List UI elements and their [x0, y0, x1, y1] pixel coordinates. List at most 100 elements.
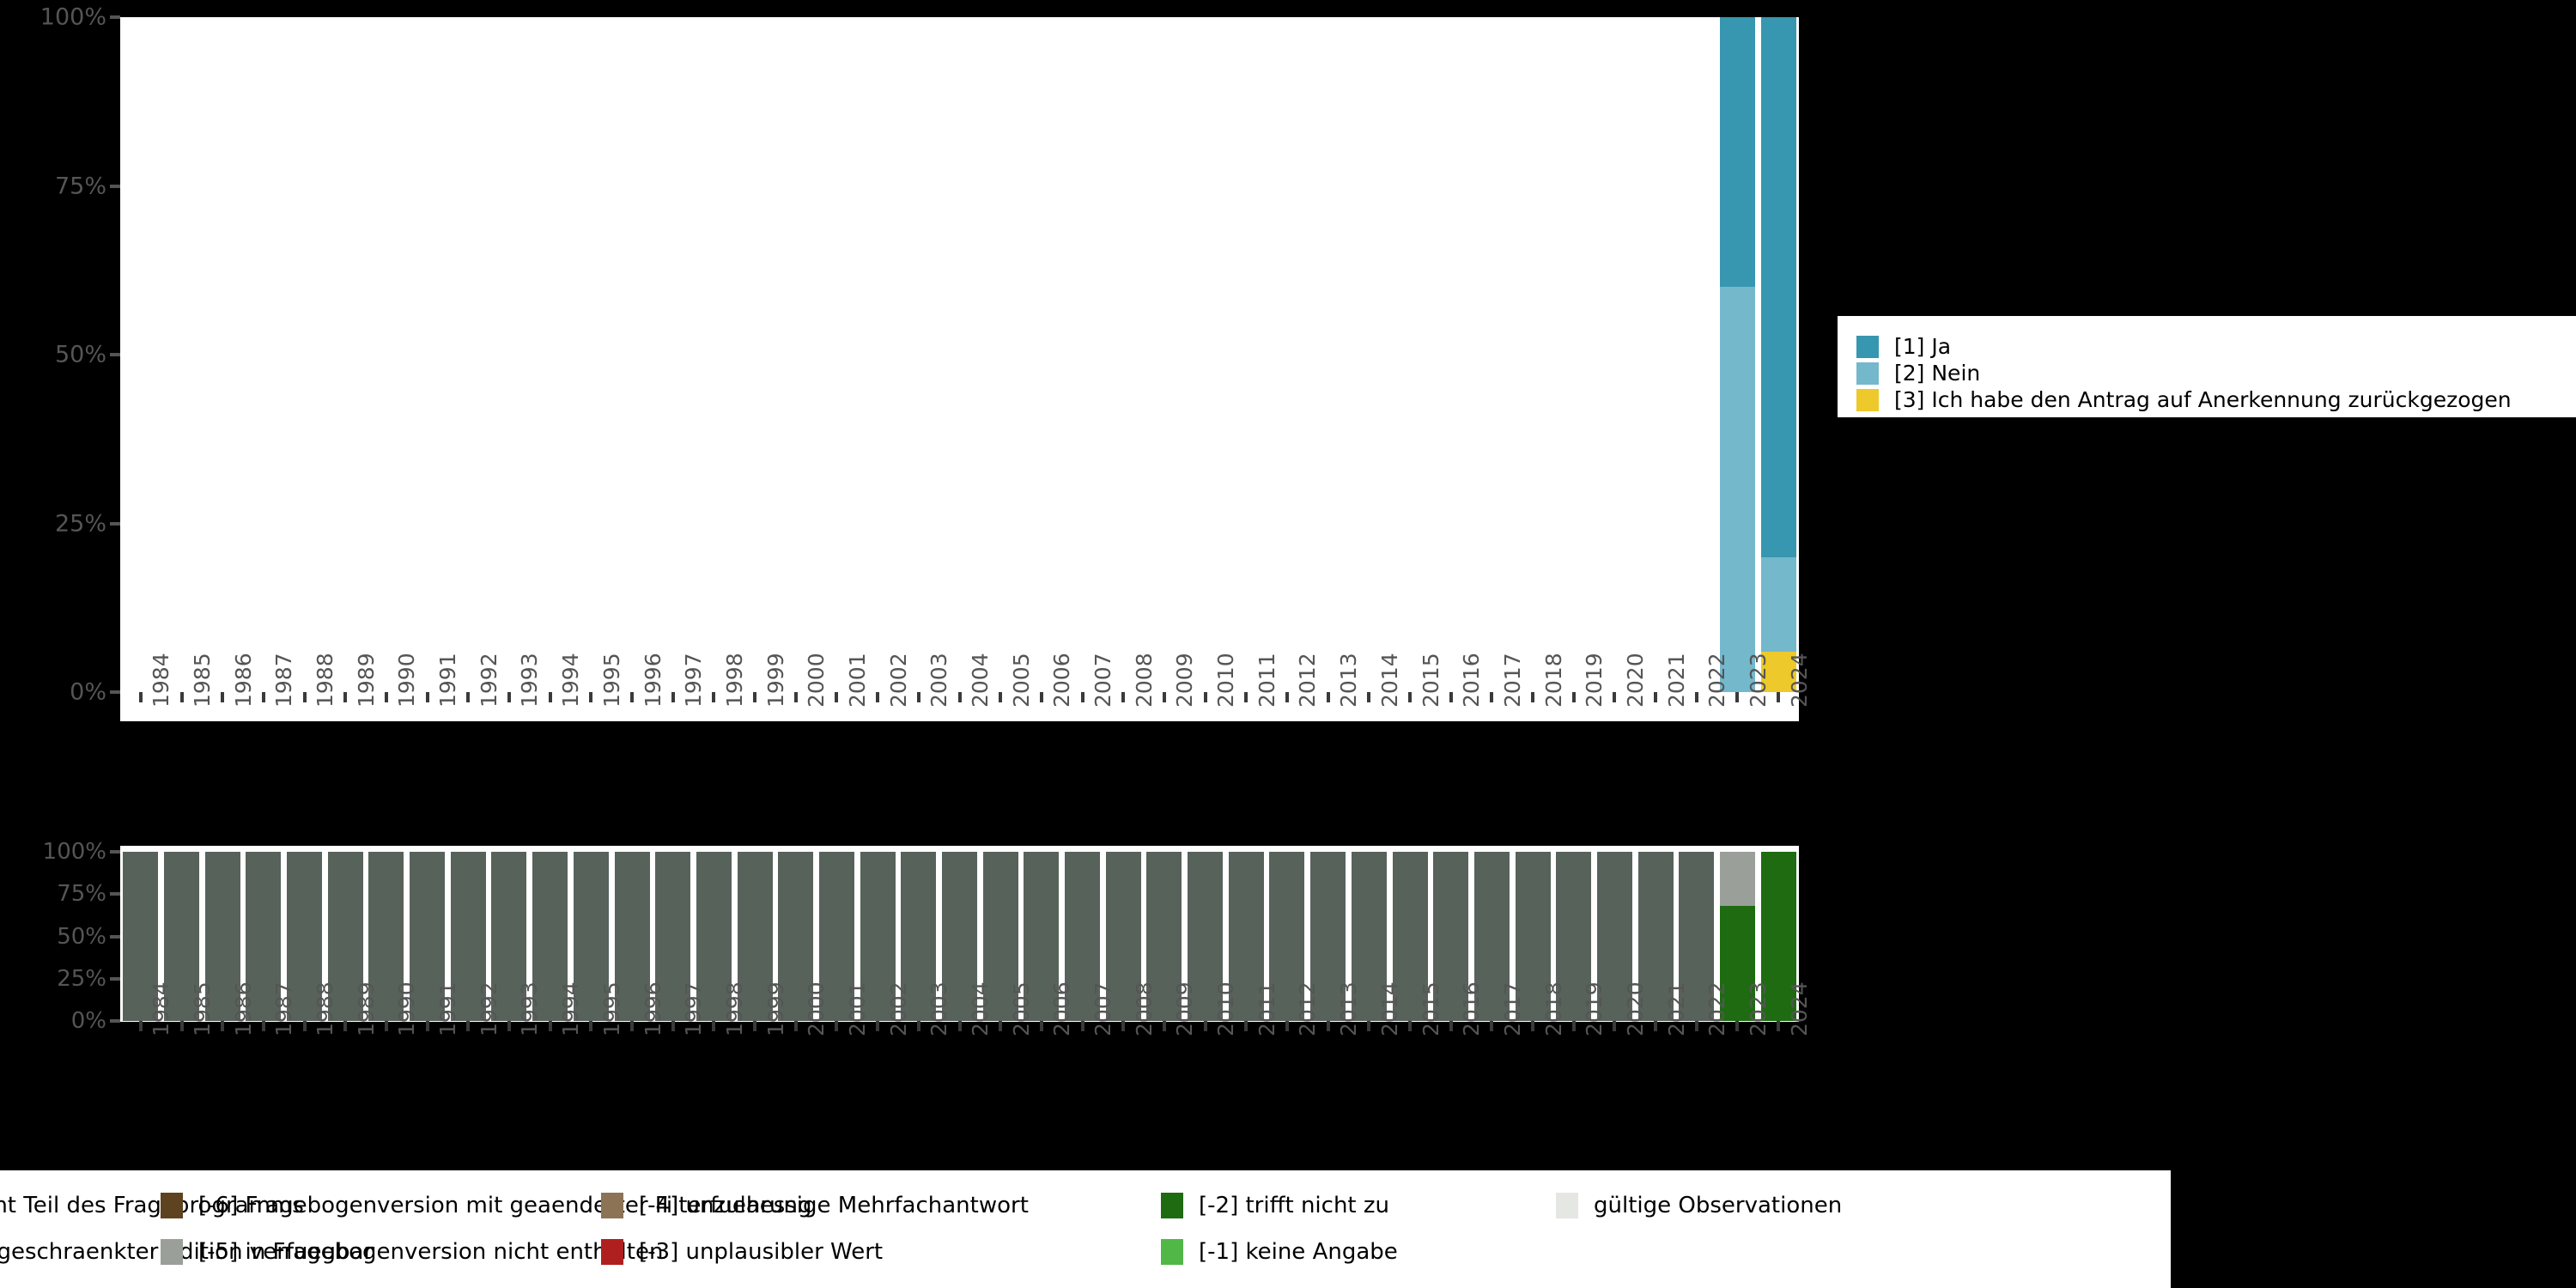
- legend-swatch-icon: [161, 1239, 183, 1265]
- bar-2016: [1433, 17, 1468, 692]
- legend-swatch-icon: [1161, 1239, 1183, 1265]
- bar-1988: [287, 17, 322, 692]
- x-tick-label-2020: 2020: [1622, 981, 1648, 1036]
- x-tick-mark: [957, 1021, 962, 1031]
- x-tick-label-2013: 2013: [1336, 981, 1362, 1036]
- bar-segment: [1760, 556, 1796, 652]
- x-tick-mark: [302, 1021, 307, 1031]
- x-tick-label-1997: 1997: [681, 981, 707, 1036]
- legend-label: [-5] in Fragebogenversion nicht enthalte…: [198, 1239, 664, 1265]
- legend-item[interactable]: [-2] trifft nicht zu: [1161, 1193, 1389, 1218]
- x-tick-label-1994: 1994: [558, 653, 584, 708]
- bar-segment: [1310, 852, 1346, 1021]
- x-tick-label-1997: 1997: [681, 653, 707, 708]
- x-tick-label-2014: 2014: [1376, 653, 1402, 708]
- bar-1999: [737, 852, 773, 1021]
- legend-item[interactable]: [3] Ich habe den Antrag auf Anerkennung …: [1856, 388, 2512, 412]
- x-tick-mark: [630, 692, 635, 702]
- bar-1990: [368, 852, 404, 1021]
- x-tick-label-2024: 2024: [1786, 653, 1812, 708]
- x-tick-label-2019: 2019: [1582, 981, 1607, 1036]
- x-tick-label-2007: 2007: [1091, 981, 1116, 1036]
- x-tick-label-1991: 1991: [435, 981, 461, 1036]
- x-tick-label-1993: 1993: [517, 653, 543, 708]
- bar-segment: [1188, 852, 1224, 1021]
- x-tick-mark: [343, 1021, 348, 1031]
- x-tick-label-2011: 2011: [1254, 653, 1279, 708]
- legend-item[interactable]: gültige Observationen: [1556, 1193, 1842, 1218]
- x-tick-mark: [916, 692, 920, 702]
- bar-segment: [450, 852, 486, 1021]
- bar-1995: [574, 17, 609, 692]
- bar-segment: [1719, 287, 1755, 692]
- x-tick-label-2003: 2003: [927, 981, 952, 1036]
- x-tick-label-2016: 2016: [1459, 981, 1485, 1036]
- x-tick-mark: [1613, 692, 1617, 702]
- x-tick-label-1988: 1988: [313, 981, 338, 1036]
- x-tick-label-2006: 2006: [1049, 653, 1075, 708]
- x-tick-label-2009: 2009: [1172, 981, 1198, 1036]
- x-tick-mark: [1777, 1021, 1781, 1031]
- legend-item[interactable]: [-6] Fragebogenversion mit geaenderter F…: [161, 1193, 811, 1218]
- x-tick-mark: [548, 1021, 552, 1031]
- legend-item[interactable]: [-4] unzulaessige Mehrfachantwort: [601, 1193, 1029, 1218]
- bar-segment: [410, 852, 446, 1021]
- bar-segment: [901, 852, 937, 1021]
- legend-item[interactable]: [-7] in diesem Jahr nicht Teil des Frage…: [0, 1193, 304, 1218]
- x-tick-label-1991: 1991: [435, 653, 461, 708]
- bar-1984: [123, 852, 159, 1021]
- bar-2003: [901, 852, 937, 1021]
- y-tick-mark: [110, 976, 120, 981]
- x-tick-label-1993: 1993: [517, 981, 543, 1036]
- x-tick-label-2011: 2011: [1254, 981, 1279, 1036]
- x-tick-label-2008: 2008: [1131, 981, 1157, 1036]
- x-tick-label-2020: 2020: [1622, 653, 1648, 708]
- bar-1985: [164, 852, 200, 1021]
- bar-2022: [1679, 852, 1715, 1021]
- bar-segment: [1760, 17, 1796, 557]
- bar-2011: [1228, 852, 1264, 1021]
- bar-1992: [450, 852, 486, 1021]
- x-tick-label-1989: 1989: [353, 981, 379, 1036]
- y-tick-label: 75%: [57, 881, 106, 908]
- bar-1989: [327, 852, 363, 1021]
- x-tick-mark: [548, 692, 552, 702]
- x-tick-mark: [138, 1021, 143, 1031]
- legend-item[interactable]: [-1] keine Angabe: [1161, 1239, 1398, 1265]
- bar-segment: [655, 852, 691, 1021]
- x-tick-mark: [630, 1021, 635, 1031]
- bar-segment: [1556, 852, 1592, 1021]
- bar-segment: [1760, 852, 1796, 1021]
- x-tick-label-2006: 2006: [1049, 981, 1075, 1036]
- x-tick-mark: [1735, 692, 1740, 702]
- bar-segment: [327, 852, 363, 1021]
- x-tick-label-2010: 2010: [1213, 653, 1239, 708]
- x-tick-mark: [671, 692, 675, 702]
- x-tick-mark: [1162, 692, 1166, 702]
- bar-2009: [1146, 852, 1182, 1021]
- legend-label: gültige Observationen: [1594, 1193, 1843, 1218]
- bar-2017: [1474, 17, 1510, 692]
- x-tick-label-2000: 2000: [804, 653, 829, 708]
- legend-item[interactable]: [-5] in Fragebogenversion nicht enthalte…: [161, 1239, 663, 1265]
- bar-2013: [1310, 852, 1346, 1021]
- x-tick-mark: [1408, 692, 1412, 702]
- x-tick-mark: [1080, 692, 1084, 702]
- x-tick-label-1996: 1996: [640, 653, 665, 708]
- legend-item[interactable]: [2] Nein: [1856, 361, 1980, 386]
- x-tick-label-2001: 2001: [844, 981, 870, 1036]
- bar-2018: [1515, 852, 1551, 1021]
- x-tick-label-1987: 1987: [271, 653, 297, 708]
- bar-segment: [164, 852, 200, 1021]
- bar-segment: [1719, 906, 1755, 1021]
- legend-item[interactable]: [-3] unplausibler Wert: [601, 1239, 883, 1265]
- legend-swatch-icon: [1856, 336, 1879, 358]
- bar-segment: [1392, 852, 1428, 1021]
- x-tick-mark: [999, 1021, 1003, 1031]
- y-tick-mark: [110, 184, 120, 188]
- bar-2022: [1679, 17, 1714, 692]
- legend-item[interactable]: [1] Ja: [1856, 335, 1951, 359]
- x-tick-label-2000: 2000: [804, 981, 829, 1036]
- legend-item[interactable]: [-8] nur in weniger eingeschraenkter Edi…: [0, 1239, 373, 1265]
- bar-2002: [860, 852, 896, 1021]
